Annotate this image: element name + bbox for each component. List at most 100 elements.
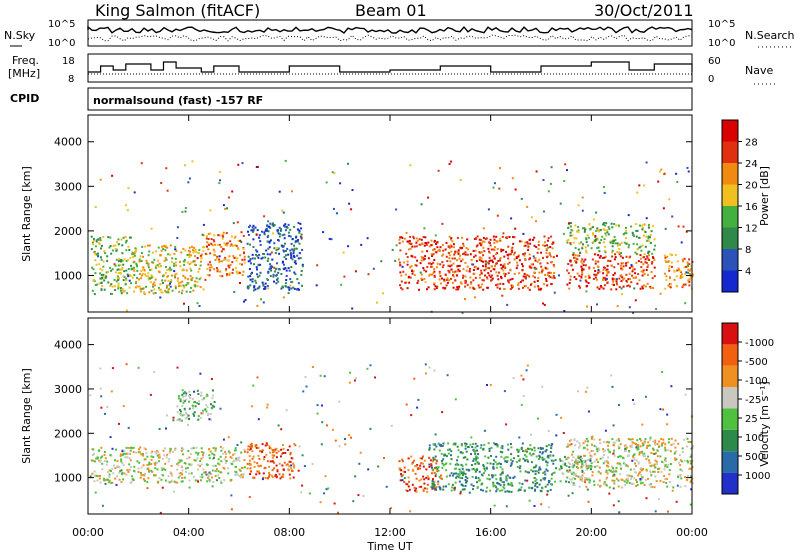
data-pixel: [250, 442, 253, 445]
data-pixel: [238, 262, 241, 265]
data-pixel: [217, 474, 220, 477]
data-pixel: [141, 287, 144, 290]
data-pixel: [323, 375, 326, 378]
data-pixel: [532, 275, 535, 278]
colorbar-tick-label: 500: [745, 452, 764, 463]
data-pixel: [208, 475, 210, 478]
data-pixel: [403, 237, 406, 240]
data-pixel: [689, 503, 692, 506]
data-pixel: [147, 272, 150, 275]
data-pixel: [121, 450, 124, 453]
data-pixel: [116, 465, 119, 468]
data-pixel: [536, 481, 539, 484]
data-pixel: [632, 399, 634, 401]
data-pixel: [188, 407, 191, 410]
data-pixel: [636, 282, 639, 285]
data-pixel: [100, 446, 103, 449]
data-pixel: [540, 503, 543, 506]
data-pixel: [100, 258, 103, 261]
data-pixel: [248, 268, 251, 270]
data-pixel: [395, 208, 398, 211]
data-pixel: [551, 443, 554, 445]
data-pixel: [170, 268, 173, 271]
data-pixel: [507, 448, 510, 451]
data-pixel: [114, 264, 117, 267]
data-pixel: [585, 280, 588, 283]
data-pixel: [247, 230, 249, 233]
data-pixel: [477, 284, 480, 287]
data-pixel: [462, 253, 465, 255]
data-pixel: [192, 289, 195, 292]
data-pixel: [133, 254, 136, 257]
data-pixel: [482, 448, 485, 451]
data-pixel: [255, 446, 258, 449]
data-pixel: [494, 265, 496, 268]
data-pixel: [231, 190, 234, 193]
data-pixel: [244, 299, 247, 301]
data-pixel: [247, 445, 250, 448]
data-pixel: [550, 444, 553, 447]
data-pixel: [652, 225, 654, 228]
data-pixel: [92, 279, 95, 281]
data-pixel: [223, 479, 226, 482]
data-pixel: [183, 286, 186, 289]
data-pixel: [202, 288, 205, 291]
data-pixel: [162, 474, 165, 477]
data-pixel: [416, 239, 419, 242]
data-pixel: [684, 485, 687, 488]
data-pixel: [207, 238, 210, 240]
data-pixel: [473, 449, 476, 452]
data-pixel: [144, 448, 147, 451]
data-pixel: [425, 476, 428, 479]
data-pixel: [316, 264, 319, 267]
data-pixel: [499, 484, 502, 487]
data-pixel: [99, 178, 102, 181]
data-pixel: [552, 274, 555, 277]
data-pixel: [266, 260, 269, 262]
data-pixel: [515, 256, 518, 259]
data-pixel: [434, 487, 437, 490]
data-pixel: [609, 260, 612, 263]
data-pixel: [291, 248, 294, 251]
data-pixel: [193, 260, 196, 263]
data-pixel: [571, 268, 574, 271]
data-pixel: [104, 457, 107, 460]
data-pixel: [534, 480, 537, 483]
data-pixel: [253, 286, 256, 289]
data-pixel: [153, 284, 156, 287]
data-pixel: [138, 448, 140, 451]
data-pixel: [617, 224, 620, 227]
data-pixel: [502, 283, 505, 285]
data-pixel: [510, 217, 513, 220]
data-pixel: [607, 444, 610, 447]
cpid-panel-frame: [87, 87, 693, 111]
data-pixel: [103, 279, 106, 282]
data-pixel: [301, 265, 304, 268]
data-pixel: [128, 279, 131, 282]
data-pixel: [445, 284, 448, 287]
colorbar-segment: [722, 387, 738, 409]
data-pixel: [464, 251, 467, 254]
data-pixel: [634, 471, 637, 474]
data-pixel: [286, 247, 289, 250]
data-pixel: [194, 263, 196, 266]
data-pixel: [420, 485, 423, 488]
data-pixel: [436, 460, 439, 463]
data-pixel: [470, 259, 473, 261]
data-pixel: [522, 286, 524, 289]
data-pixel: [297, 222, 300, 224]
data-pixel: [241, 274, 244, 277]
data-pixel: [625, 264, 628, 267]
data-pixel: [635, 446, 638, 449]
data-pixel: [606, 272, 609, 275]
data-pixel: [546, 262, 549, 265]
data-pixel: [192, 412, 195, 415]
data-pixel: [344, 443, 347, 446]
data-pixel: [474, 265, 477, 268]
data-pixel: [181, 269, 184, 272]
data-pixel: [652, 448, 655, 451]
data-pixel: [403, 466, 406, 469]
data-pixel: [689, 467, 692, 470]
data-pixel: [635, 252, 638, 255]
data-pixel: [124, 452, 127, 455]
